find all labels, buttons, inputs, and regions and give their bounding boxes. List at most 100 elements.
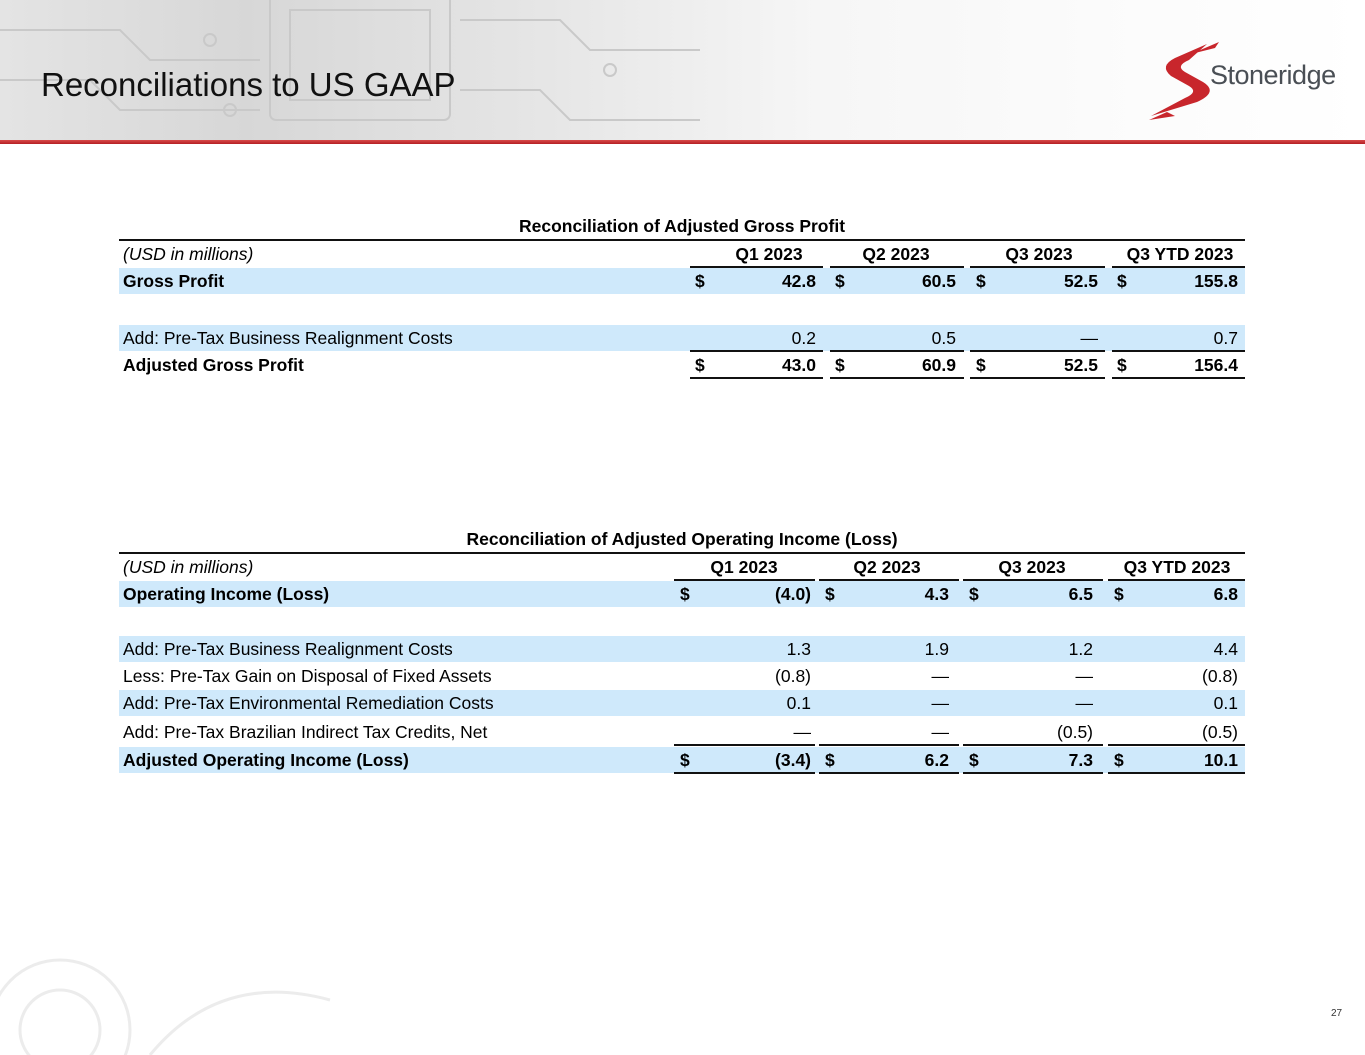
currency-symbol: $ — [1114, 584, 1124, 604]
row-label: Operating Income (Loss) — [123, 584, 330, 604]
column-header: Q1 2023 — [710, 557, 778, 577]
total-underline — [970, 377, 1105, 379]
currency-symbol: $ — [695, 355, 705, 375]
value-cell: 6.8 — [1213, 584, 1238, 604]
currency-symbol: $ — [680, 584, 690, 604]
table-header-row: (USD in millions) Q1 2023 Q2 2023 Q3 2023 Q3… — [119, 241, 1245, 268]
page-number: 27 — [1331, 1008, 1343, 1019]
total-underline — [830, 350, 964, 352]
currency-symbol: $ — [680, 750, 690, 770]
circuit-board-decoration — [0, 0, 700, 121]
value-cell: (4.0) — [775, 584, 811, 604]
value-cell: — — [931, 666, 950, 686]
value-cell: 4.4 — [1213, 639, 1238, 659]
currency-symbol: $ — [1117, 271, 1127, 291]
table-caption: Reconciliation of Adjusted Gross Profit — [518, 216, 846, 236]
total-underline — [690, 350, 823, 352]
brand-name: Stoneridge — [1210, 60, 1336, 90]
table-top-rule — [119, 552, 1245, 554]
value-cell: — — [931, 693, 950, 713]
value-cell: — — [931, 722, 950, 742]
value-cell: 0.2 — [791, 328, 816, 348]
row-label: Adjusted Operating Income (Loss) — [123, 750, 409, 770]
column-header: Q2 2023 — [862, 244, 930, 264]
value-cell: 52.5 — [1063, 355, 1098, 375]
total-underline — [1108, 744, 1245, 746]
column-header-underline — [963, 579, 1103, 581]
row-label: Adjusted Gross Profit — [123, 355, 304, 375]
currency-symbol: $ — [825, 584, 835, 604]
currency-symbol: $ — [695, 271, 705, 291]
column-header: Q2 2023 — [853, 557, 921, 577]
value-cell: 1.9 — [924, 639, 949, 659]
currency-symbol: $ — [825, 750, 835, 770]
value-cell: 0.7 — [1213, 328, 1238, 348]
table-row: Less: Pre-Tax Gain on Disposal of Fixed … — [119, 663, 1245, 689]
value-cell: 60.9 — [921, 355, 956, 375]
value-cell: — — [1075, 666, 1094, 686]
value-cell: 0.5 — [931, 328, 956, 348]
column-header-underline — [819, 579, 959, 581]
bottom-decoration — [0, 958, 331, 1055]
header-divider — [0, 140, 1365, 144]
value-cell: — — [793, 722, 812, 742]
value-cell: (0.5) — [1057, 722, 1093, 742]
value-cell: 156.4 — [1194, 355, 1238, 375]
unit-label: (USD in millions) — [123, 244, 254, 264]
row-label: Add: Pre-Tax Business Realignment Costs — [123, 328, 453, 348]
row-label: Add: Pre-Tax Environmental Remediation C… — [123, 693, 494, 713]
total-underline — [963, 772, 1103, 774]
table-row: Add: Pre-Tax Environmental Remediation C… — [119, 690, 1245, 716]
column-header: Q3 2023 — [1005, 244, 1073, 264]
value-cell: 4.3 — [924, 584, 949, 604]
table-row: Gross Profit $42.8 $60.5 $52.5 $155.8 — [119, 268, 1245, 294]
total-underline — [963, 744, 1103, 746]
currency-symbol: $ — [976, 271, 986, 291]
table-row: Add: Pre-Tax Business Realignment Costs 0… — [119, 325, 1245, 352]
column-header-underline — [1112, 266, 1245, 268]
table-row: Adjusted Operating Income (Loss) $ (3.4) $6… — [119, 747, 1245, 774]
value-cell: 42.8 — [781, 271, 816, 291]
value-cell: — — [1080, 328, 1099, 348]
total-underline — [970, 350, 1105, 352]
column-header-underline — [830, 266, 964, 268]
value-cell: (0.8) — [775, 666, 811, 686]
value-cell: — — [1075, 693, 1094, 713]
value-cell: (3.4) — [775, 750, 811, 770]
table-header-row: (USD in millions) Q1 2023 Q2 2023 Q3 2023 Q3… — [119, 554, 1245, 581]
stoneridge-logo-icon — [1149, 42, 1219, 120]
value-cell: 10.1 — [1203, 750, 1238, 770]
value-cell: 1.3 — [786, 639, 811, 659]
table-row: Add: Pre-Tax Brazilian Indirect Tax Cred… — [119, 719, 1245, 746]
currency-symbol: $ — [976, 355, 986, 375]
value-cell: 6.5 — [1068, 584, 1093, 604]
column-header-underline — [970, 266, 1105, 268]
column-header-underline — [674, 579, 815, 581]
table-caption: Reconciliation of Adjusted Operating Inc… — [466, 529, 898, 549]
total-underline — [690, 377, 823, 379]
total-underline — [1112, 377, 1245, 379]
currency-symbol: $ — [1117, 355, 1127, 375]
column-header-underline — [690, 266, 823, 268]
total-underline — [1112, 350, 1245, 352]
page-title: Reconciliations to US GAAP — [41, 66, 456, 103]
row-label: Add: Pre-Tax Business Realignment Costs — [123, 639, 453, 659]
value-cell: (0.5) — [1202, 722, 1238, 742]
table-row: Adjusted Gross Profit $43.0 $60.9 $52.5 $156… — [119, 352, 1245, 379]
value-cell: (0.8) — [1202, 666, 1238, 686]
currency-symbol: $ — [969, 750, 979, 770]
value-cell: 60.5 — [921, 271, 956, 291]
currency-symbol: $ — [835, 355, 845, 375]
currency-symbol: $ — [835, 271, 845, 291]
table-row: Add: Pre-Tax Business Realignment Costs 1… — [119, 636, 1245, 662]
row-label: Add: Pre-Tax Brazilian Indirect Tax Cred… — [123, 722, 488, 742]
value-cell: 6.2 — [924, 750, 949, 770]
header-banner: Stoneridge Reconciliations to US GAAP — [0, 0, 1365, 142]
column-header: Q3 YTD 2023 — [1126, 244, 1234, 264]
value-cell: 155.8 — [1194, 271, 1238, 291]
column-header: Q1 2023 — [735, 244, 803, 264]
total-underline — [674, 744, 815, 746]
value-cell: 0.1 — [1213, 693, 1238, 713]
value-cell: 7.3 — [1068, 750, 1093, 770]
total-underline — [819, 772, 959, 774]
